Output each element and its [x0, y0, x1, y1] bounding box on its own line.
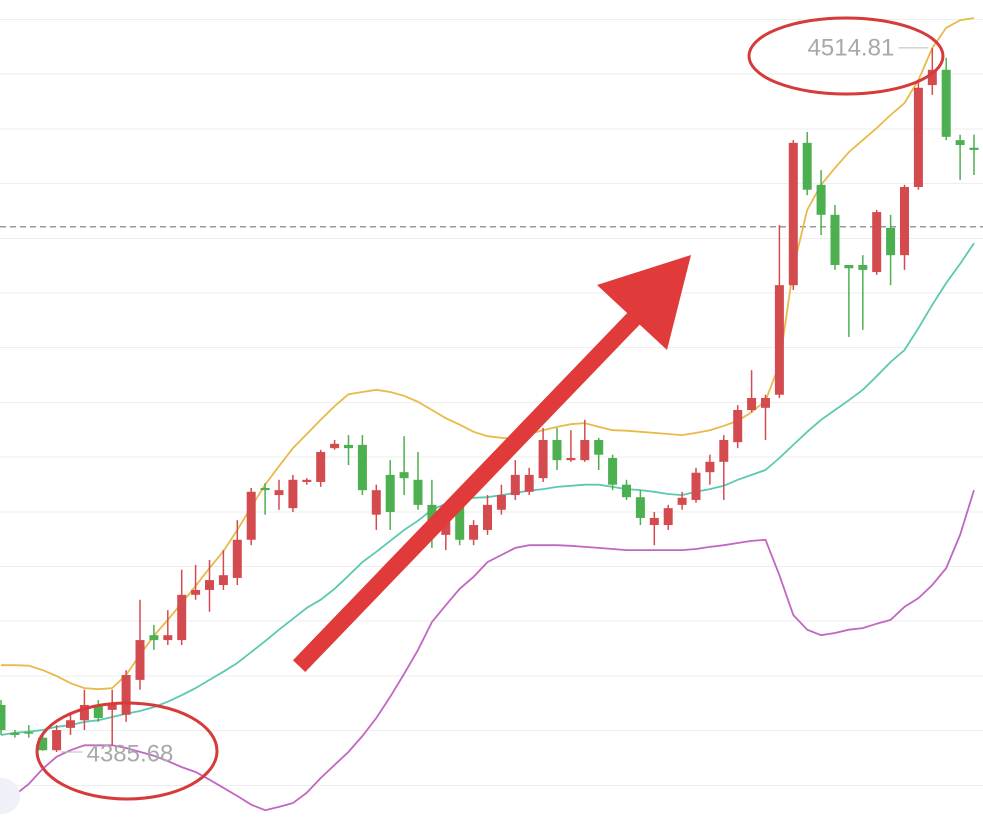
- candle-body: [232, 539, 242, 578]
- candle-body: [399, 472, 409, 479]
- candle-body: [747, 398, 757, 411]
- min-label: 4385.68: [87, 740, 174, 767]
- band-line: [1, 17, 975, 691]
- candle-body: [566, 457, 576, 461]
- candle-body: [552, 439, 562, 461]
- candle-body: [955, 140, 965, 146]
- candle-body: [761, 398, 770, 408]
- candle-body: [969, 147, 979, 150]
- candle-body: [830, 214, 840, 265]
- candle-body: [774, 285, 784, 395]
- bands: [0, 17, 983, 812]
- candle-body: [205, 580, 214, 590]
- candle-body: [705, 461, 715, 473]
- candle-body: [191, 589, 201, 595]
- candle-body: [344, 444, 353, 449]
- candle-body: [163, 635, 173, 641]
- candle-body: [927, 69, 937, 86]
- candle-body: [10, 732, 20, 735]
- candle-body: [93, 704, 103, 719]
- annotations: 4514.81 4385.68: [60, 34, 929, 767]
- candle-body: [608, 457, 618, 485]
- candle-body: [52, 730, 62, 751]
- band-line: [0, 489, 975, 812]
- candle-body: [496, 495, 506, 510]
- candle-body: [510, 474, 520, 496]
- candle-body: [316, 451, 326, 482]
- candle-body: [900, 187, 909, 256]
- candle-body: [135, 640, 145, 680]
- candle-body: [107, 704, 117, 710]
- candle-body: [594, 439, 604, 455]
- candle-body: [66, 720, 75, 728]
- candle-body: [483, 504, 492, 530]
- candle-body: [635, 497, 645, 518]
- candle-body: [538, 439, 548, 479]
- candle-body: [872, 212, 882, 273]
- candles: [0, 47, 979, 752]
- candle-body: [469, 525, 479, 540]
- candle-body: [649, 517, 659, 526]
- trend-arrow: [292, 255, 691, 673]
- candle-body: [38, 737, 48, 751]
- candle-body: [886, 227, 896, 256]
- candle-body: [677, 497, 687, 505]
- candle-body: [622, 484, 631, 498]
- candle-body: [455, 504, 465, 540]
- candle-body: [24, 732, 34, 734]
- candle-body: [663, 508, 673, 526]
- candle-body: [733, 410, 743, 443]
- candle-body: [260, 487, 270, 491]
- candle-body: [788, 142, 798, 286]
- candle-body: [802, 142, 812, 190]
- candle-body: [441, 521, 451, 535]
- candle-body: [858, 264, 868, 270]
- candle-body: [274, 490, 284, 496]
- candle-body: [177, 594, 187, 641]
- candle-body: [357, 444, 367, 491]
- highlight-ellipse: [747, 16, 945, 96]
- candle-body: [0, 704, 6, 731]
- max-label: 4514.81: [808, 34, 895, 61]
- candle-body: [691, 472, 701, 500]
- highlight-ellipse: [35, 701, 219, 801]
- candle-body: [913, 87, 923, 188]
- candle-body: [371, 490, 381, 515]
- candle-body: [79, 704, 89, 721]
- candle-body: [413, 479, 423, 505]
- candle-body: [719, 439, 729, 462]
- tool-icon[interactable]: [0, 778, 20, 814]
- candle-body: [246, 491, 256, 540]
- candle-body: [941, 69, 951, 137]
- candle-body: [844, 264, 854, 269]
- band-line: [0, 242, 975, 736]
- candle-body: [385, 474, 395, 512]
- arrow-shaft: [292, 299, 653, 673]
- candle-body: [816, 184, 826, 215]
- candle-body: [302, 479, 312, 482]
- candle-body: [288, 479, 298, 509]
- candle-body: [330, 443, 340, 449]
- candle-body: [580, 439, 590, 461]
- candle-body: [121, 674, 131, 715]
- candle-body: [149, 635, 159, 641]
- arrow-head: [597, 255, 691, 350]
- candle-body: [218, 575, 228, 586]
- candle-body: [524, 474, 534, 492]
